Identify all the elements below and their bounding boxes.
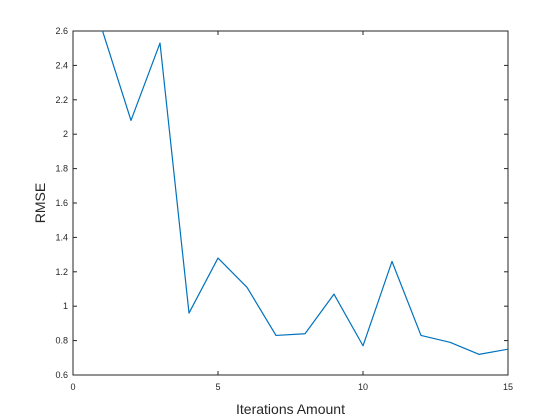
x-tick-label: 5	[215, 382, 220, 392]
axis-ticks: 0 5 10 15 0.6 0.8 1 1.2 1.4 1.6 1.8 2 2.2 2.4 2.6	[55, 26, 513, 392]
x-axis-label: Iterations Amount	[236, 401, 345, 417]
y-tick-label: 2	[63, 129, 68, 139]
y-tick-label: 2.6	[55, 26, 68, 36]
x-tick-label: 15	[503, 382, 513, 392]
x-tick-label: 10	[358, 382, 368, 392]
y-tick-label: 1	[63, 301, 68, 311]
y-tick-label: 1.4	[55, 232, 68, 242]
y-tick-label: 1.2	[55, 267, 68, 277]
y-tick-label: 2.4	[55, 60, 68, 70]
x-tick-label: 0	[70, 382, 75, 392]
y-axis-label: RMSE	[32, 183, 48, 223]
y-tick-label: 0.8	[55, 336, 68, 346]
y-tick-label: 1.8	[55, 164, 68, 174]
y-tick-label: 2.2	[55, 95, 68, 105]
y-tick-label: 1.6	[55, 198, 68, 208]
plot-area	[72, 30, 509, 376]
y-tick-label: 0.6	[55, 370, 68, 380]
series-layer	[101, 31, 508, 355]
